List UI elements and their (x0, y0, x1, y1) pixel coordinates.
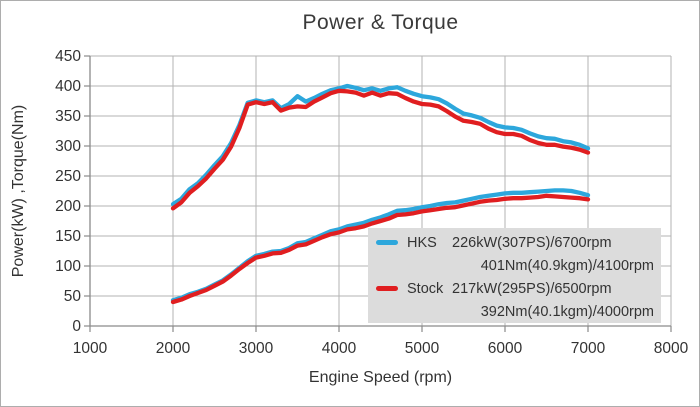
y-tick-label: 50 (63, 287, 81, 305)
legend: HKS 226kW(307PS)/6700rpm 401Nm(40.9kgm)/… (368, 228, 661, 323)
x-tick-label: 5000 (404, 340, 440, 357)
legend-row-hks: HKS 226kW(307PS)/6700rpm (368, 231, 661, 254)
legend-row-stock: Stock 217kW(295PS)/6500rpm (368, 277, 661, 300)
legend-stock-power: 217kW(295PS)/6500rpm (452, 280, 612, 297)
x-tick-label: 3000 (238, 340, 274, 357)
y-tick-label: 150 (55, 227, 81, 245)
legend-hks-torque: 401Nm(40.9kgm)/4100rpm (480, 257, 654, 274)
curve-stock-torque-nm- (170, 88, 591, 211)
x-tick-label: 7000 (570, 340, 606, 357)
x-tick-label: 6000 (487, 340, 523, 357)
x-axis-label: Engine Speed (rpm) (308, 369, 453, 386)
y-tick-label: 350 (55, 107, 81, 125)
y-tick-label: 450 (55, 47, 81, 65)
y-tick-label: 300 (55, 137, 81, 155)
x-tick-label: 1000 (72, 340, 108, 357)
hks-line-swatch (376, 240, 398, 245)
y-tick-label: 0 (72, 317, 81, 335)
legend-hks-name: HKS (407, 234, 437, 251)
chart-title: Power & Torque (302, 11, 459, 34)
x-tick-label: 2000 (155, 340, 191, 357)
stock-line-swatch (376, 286, 398, 291)
y-tick-label: 400 (55, 77, 81, 95)
legend-row-hks-torque: 401Nm(40.9kgm)/4100rpm (368, 254, 661, 277)
legend-stock-name: Stock (407, 280, 444, 297)
legend-stock-torque: 392Nm(40.1kgm)/4000rpm (480, 303, 654, 320)
x-tick-label: 8000 (653, 340, 689, 357)
legend-row-stock-torque: 392Nm(40.1kgm)/4000rpm (368, 300, 661, 323)
legend-hks-power: 226kW(307PS)/6700rpm (452, 234, 612, 251)
curve-stock-power-kw- (170, 193, 591, 305)
y-tick-label: 250 (55, 167, 81, 185)
x-tick-label: 4000 (321, 340, 357, 357)
y-tick-label: 100 (55, 257, 81, 275)
curve-hks-torque-nm- (170, 83, 591, 207)
y-tick-label: 200 (55, 197, 81, 215)
